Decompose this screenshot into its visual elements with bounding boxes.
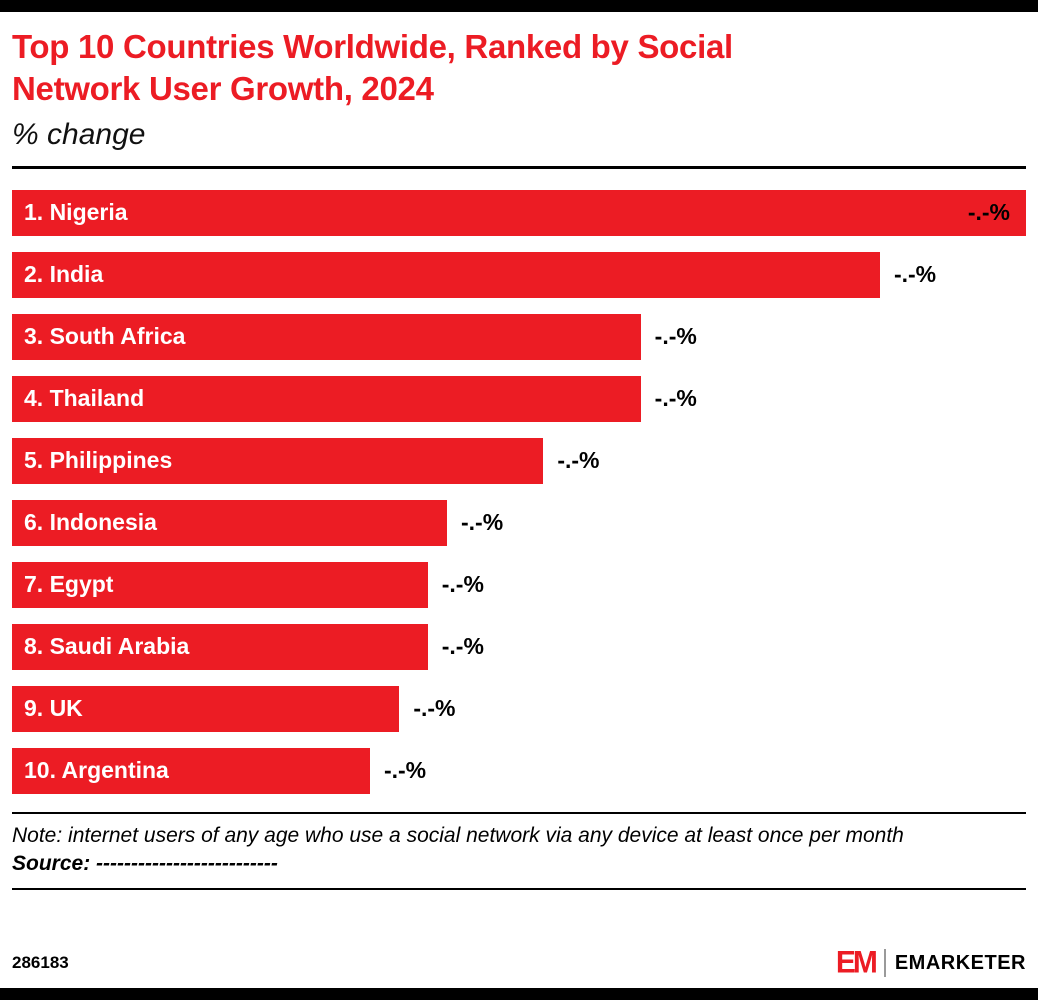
top-black-bar — [0, 0, 1038, 12]
bar-thailand: 4. Thailand — [12, 375, 641, 422]
bar-saudi-arabia: 8. Saudi Arabia — [12, 623, 428, 670]
bar-value: -.-% — [557, 447, 600, 474]
bar-philippines: 5. Philippines — [12, 437, 544, 484]
bar-label: 8. Saudi Arabia — [24, 633, 190, 660]
chart-note: Note: internet users of any age who use … — [12, 823, 904, 847]
bar-value: -.-% — [461, 509, 504, 536]
bar-argentina: 10. Argentina — [12, 747, 370, 794]
bar-value: -.-% — [893, 261, 937, 288]
bar-value: -.-% — [654, 385, 697, 412]
chart-id: 286183 — [12, 953, 69, 972]
bar-row-south-africa: 3. South Africa -.-% — [12, 313, 1026, 360]
chart-title: Top 10 Countries Worldwide, Ranked by So… — [12, 26, 1026, 110]
bar-row-india: 2. India -.-% — [12, 251, 1026, 298]
chart-content: Top 10 Countries Worldwide, Ranked by So… — [0, 12, 1038, 890]
logo-divider — [883, 949, 886, 977]
bar-value: -.-% — [441, 571, 484, 598]
bar-row-egypt: 7. Egypt -.-% — [12, 561, 1026, 608]
header-divider — [12, 165, 1026, 169]
emarketer-monogram-icon: EM — [835, 945, 878, 980]
emarketer-logo: EM EMARKETER — [835, 945, 1026, 980]
bar-value: -.-% — [654, 323, 697, 350]
bar-label: 6. Indonesia — [24, 509, 157, 536]
bottom-black-bar — [0, 988, 1038, 1000]
bar-india: 2. India — [12, 251, 880, 298]
footer-divider — [12, 887, 1026, 890]
bar-row-saudi-arabia: 8. Saudi Arabia -.-% — [12, 623, 1026, 670]
bar-value: -.-% — [441, 633, 484, 660]
note-divider — [12, 811, 1026, 814]
bar-egypt: 7. Egypt — [12, 561, 428, 608]
bar-label: 10. Argentina — [24, 757, 169, 784]
bar-uk: 9. UK — [12, 685, 400, 732]
bar-label: 9. UK — [24, 695, 83, 722]
bar-row-philippines: 5. Philippines -.-% — [12, 437, 1026, 484]
bar-row-argentina: 10. Argentina -.-% — [12, 747, 1026, 794]
bar-nigeria: 1. Nigeria — [12, 189, 1026, 236]
bar-label: 4. Thailand — [24, 385, 145, 412]
chart-subtitle: % change — [12, 117, 146, 151]
bar-label: 2. India — [24, 261, 104, 288]
bar-label: 5. Philippines — [24, 447, 173, 474]
bar-row-thailand: 4. Thailand -.-% — [12, 375, 1026, 422]
bar-chart: 1. Nigeria -.-% 2. India -.-% 3. South A… — [12, 189, 1026, 794]
bar-row-uk: 9. UK -.-% — [12, 685, 1026, 732]
footer: 286183 EM EMARKETER — [0, 940, 1038, 988]
bar-label: 3. South Africa — [24, 323, 186, 350]
bar-value: -.-% — [413, 695, 456, 722]
bar-value: -.-% — [383, 757, 427, 784]
emarketer-wordmark: EMARKETER — [894, 951, 1026, 974]
bar-indonesia: 6. Indonesia — [12, 499, 447, 546]
bar-row-nigeria: 1. Nigeria -.-% — [12, 189, 1026, 236]
chart-title-line-2: Network User Growth, 2024 — [12, 69, 434, 107]
bar-value: -.-% — [967, 199, 1010, 226]
bar-label: 7. Egypt — [24, 571, 114, 598]
chart-title-line-1: Top 10 Countries Worldwide, Ranked by So… — [12, 28, 733, 65]
bar-label: 1. Nigeria — [24, 199, 128, 226]
chart-source: Source: -------------------------- — [12, 851, 278, 875]
footer-spacer — [0, 890, 1038, 940]
bar-south-africa: 3. South Africa — [12, 313, 641, 360]
bar-row-indonesia: 6. Indonesia -.-% — [12, 499, 1026, 546]
